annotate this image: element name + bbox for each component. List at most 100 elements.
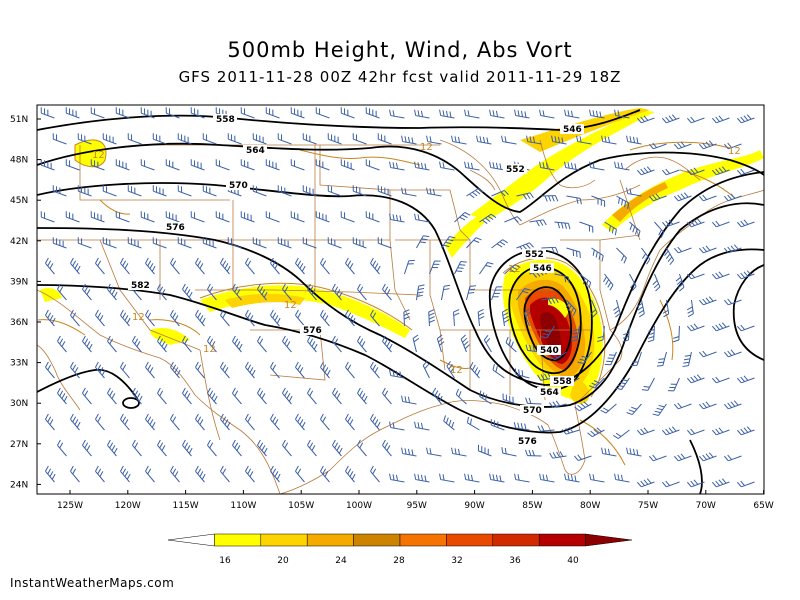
wind-barb (699, 140, 717, 150)
wind-barb (514, 109, 530, 119)
wind-barb (245, 413, 255, 431)
wind-barb (57, 335, 67, 353)
wind-barb (428, 260, 441, 275)
wind-barb (662, 480, 680, 488)
wind-barb (687, 323, 705, 332)
wind-barb (282, 387, 293, 405)
wind-barb (466, 237, 482, 249)
wind-barb (357, 283, 367, 301)
lon-label: 105W (288, 501, 314, 511)
site-credit: InstantWeatherMaps.com (10, 576, 175, 590)
wind-barb (588, 377, 605, 389)
wind-barb (576, 135, 592, 145)
wind-barb (315, 211, 330, 223)
wind-barb (195, 361, 205, 379)
wind-barb (604, 351, 617, 366)
wind-barb (477, 444, 492, 457)
wind-barb (182, 387, 192, 405)
wind-barb (656, 351, 667, 367)
wind-barb (539, 473, 555, 483)
wind-barb (604, 221, 617, 236)
wind-barb (564, 109, 580, 119)
wind-barb (140, 107, 155, 119)
wind-barb (622, 325, 630, 343)
wind-barb (215, 211, 230, 223)
wind-barb (202, 133, 217, 145)
wind-barb (637, 478, 655, 488)
wind-barb (377, 237, 392, 249)
wind-barb (616, 195, 630, 209)
wind-barb (554, 221, 571, 230)
wind-barb (52, 185, 67, 197)
contour-label: 546 (563, 125, 582, 135)
wind-barb (370, 465, 380, 483)
wind-barb (107, 283, 118, 301)
contour-label: 576 (166, 223, 185, 233)
wind-barb (682, 351, 692, 368)
wind-barb (674, 246, 692, 254)
wind-barb (469, 361, 481, 379)
wind-barb (489, 109, 505, 119)
wind-barb (662, 426, 680, 436)
wind-barb (712, 220, 730, 228)
wind-barb (245, 257, 255, 275)
lon-label: 115W (173, 501, 199, 511)
wind-barb (641, 377, 655, 391)
contour-label: 552 (525, 250, 544, 260)
wind-barb (257, 283, 268, 301)
wind-barb (541, 246, 559, 254)
wind-barb (439, 109, 455, 119)
wind-barb (613, 299, 621, 318)
wind-barb (389, 161, 405, 171)
colorbar-swatch (492, 533, 540, 547)
wind-barb (537, 425, 555, 432)
wind-barb (195, 465, 206, 483)
wind-barb (320, 413, 330, 431)
wind-barb (616, 247, 627, 264)
lon-label: 75W (638, 501, 658, 511)
wind-barb (302, 237, 317, 249)
wind-barb (647, 325, 655, 343)
wind-barb (712, 271, 730, 280)
lon-label: 90W (464, 501, 484, 511)
wind-barb (454, 212, 471, 223)
wind-barb (479, 390, 492, 405)
wind-barb (307, 439, 317, 457)
wind-barb (699, 245, 717, 254)
wind-barb (687, 479, 705, 488)
wind-barb (315, 159, 330, 171)
wind-barb (220, 465, 230, 483)
contour-label: 570 (523, 406, 542, 416)
wind-barb (687, 272, 705, 280)
wind-barb (240, 211, 255, 223)
wind-barb (152, 237, 167, 249)
wind-barb (382, 387, 392, 405)
vort-label: 12 (92, 150, 105, 161)
wind-barb (612, 429, 630, 439)
wind-barb (712, 115, 730, 124)
wind-barb (182, 439, 193, 457)
wind-barb (145, 413, 156, 431)
wind-barb (687, 218, 705, 228)
wind-barb (675, 273, 685, 292)
wind-barb (465, 285, 476, 301)
wind-barb (382, 439, 392, 457)
wind-barb (464, 473, 480, 483)
wind-barb (477, 308, 485, 327)
wind-barb (662, 299, 670, 318)
wind-barb (257, 387, 267, 405)
wind-barb (232, 335, 243, 353)
wind-barb (245, 361, 256, 379)
wind-barb (464, 161, 480, 171)
contour-label: 564 (540, 388, 559, 398)
wind-barb (207, 283, 217, 301)
wind-barb (145, 465, 155, 483)
wind-barb (649, 193, 667, 202)
wind-barb (245, 465, 255, 483)
wind-barb (165, 159, 180, 171)
wind-barb (107, 439, 118, 457)
wind-barb (589, 109, 605, 119)
lat-label: 33N (10, 359, 28, 369)
vort-label: 12 (203, 344, 216, 355)
